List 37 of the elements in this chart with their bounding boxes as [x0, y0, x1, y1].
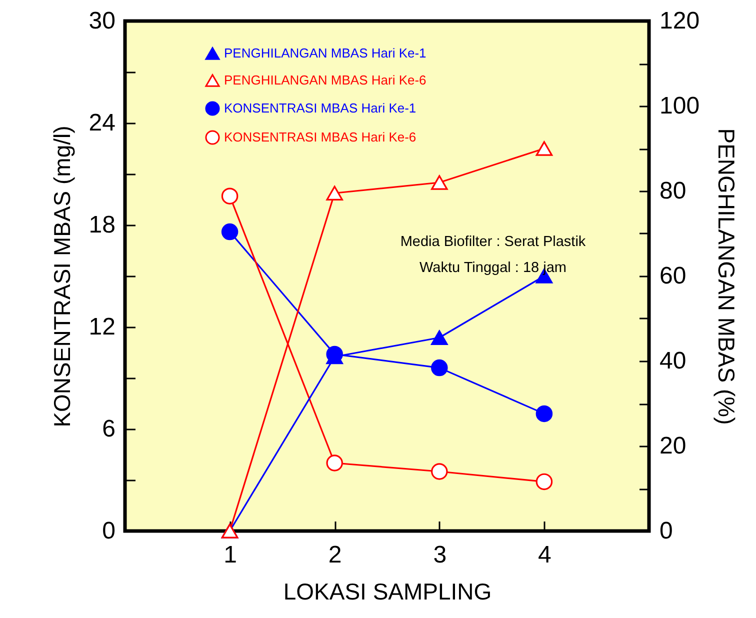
point: [431, 175, 448, 190]
legend-label: PENGHILANGAN MBAS Hari Ke-6: [224, 72, 426, 88]
annotation: Media Biofilter : Serat Plastik: [400, 234, 586, 250]
y2-tick-label: 40: [660, 348, 686, 374]
legend-label: KONSENTRASI MBAS Hari Ke-6: [224, 130, 416, 144]
y2-tick-label: 80: [660, 178, 686, 204]
point: [221, 188, 238, 204]
y2-tick-label: 0: [660, 518, 673, 544]
y-tick-label: 6: [102, 416, 116, 442]
point: [536, 473, 553, 490]
point: [326, 454, 343, 472]
y-axis-title: KONSENTRASI MBAS (mg/l): [48, 126, 75, 428]
y-tick-label: 12: [88, 314, 116, 340]
x-tick-label: 2: [328, 542, 342, 568]
y-tick-label: 24: [88, 110, 116, 136]
point: [221, 223, 238, 240]
y2-tick-label: 100: [660, 92, 700, 120]
y-tick-label: 18: [88, 212, 116, 238]
y-tick-label: 0: [102, 518, 116, 544]
y-tick-label: 30: [88, 8, 116, 34]
x-tick-label: 1: [224, 542, 237, 568]
y2-tick-label: 120: [660, 8, 700, 34]
y2-axis-title: PENGHILANGAN MBAS (%): [714, 128, 740, 425]
annotation: Waktu Tinggal : 18 jam: [420, 260, 566, 276]
legend-label: KONSENTRASI MBAS Hari Ke-1: [224, 100, 416, 116]
point: [431, 463, 448, 480]
point: [431, 330, 448, 345]
point: [536, 405, 553, 422]
point: [536, 141, 553, 156]
legend-label: PENGHILANGAN MBAS Hari Ke-1: [224, 46, 426, 60]
y2-tick-label: 20: [660, 432, 686, 460]
x-axis-title: LOKASI SAMPLING: [283, 578, 492, 604]
y2-tick-label: 60: [660, 262, 686, 290]
point: [431, 359, 448, 376]
point: [326, 186, 343, 200]
x-tick-label: 3: [433, 542, 447, 568]
x-tick-label: 4: [538, 542, 552, 568]
